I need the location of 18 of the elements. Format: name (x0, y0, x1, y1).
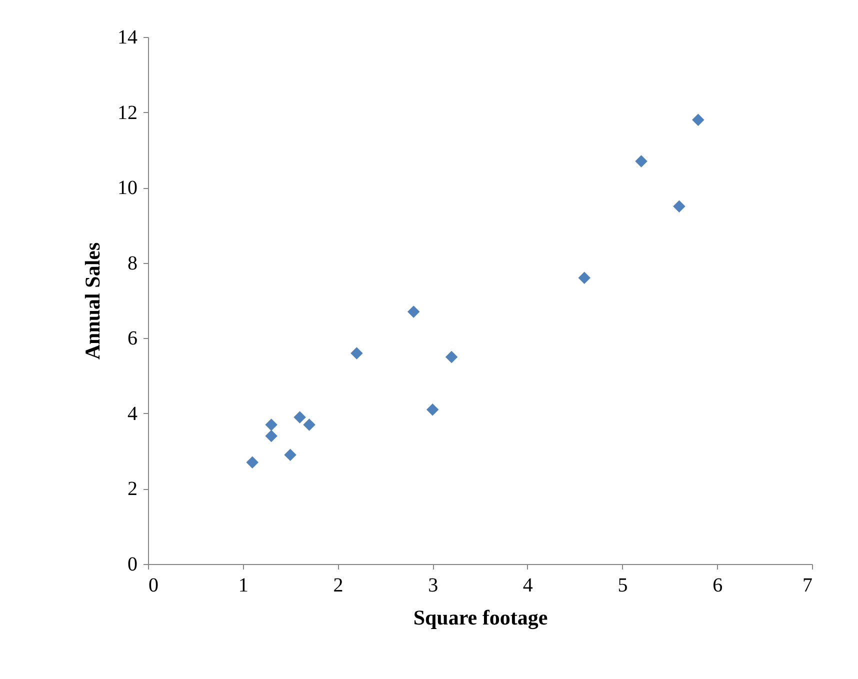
x-tick-label: 1 (238, 574, 248, 596)
x-tick-label: 4 (522, 574, 533, 596)
x-tick-label: 7 (802, 574, 812, 596)
y-tick-label: 4 (128, 402, 138, 425)
y-tick-label: 14 (118, 26, 138, 48)
x-tick-label: 0 (148, 574, 158, 596)
y-tick-label: 2 (128, 478, 138, 500)
y-axis-title: Annual Sales (80, 242, 104, 360)
y-tick-label: 0 (128, 554, 138, 576)
x-axis-title: Square footage (413, 606, 548, 630)
y-tick-label: 10 (118, 177, 138, 200)
x-tick-label: 2 (333, 574, 344, 596)
x-tick-label: 3 (428, 574, 438, 596)
x-tick-label: 5 (618, 574, 628, 596)
y-tick-label: 12 (118, 102, 138, 124)
x-tick-label: 6 (712, 574, 723, 596)
y-tick-label: 6 (128, 328, 138, 350)
y-tick-label: 8 (128, 252, 138, 274)
